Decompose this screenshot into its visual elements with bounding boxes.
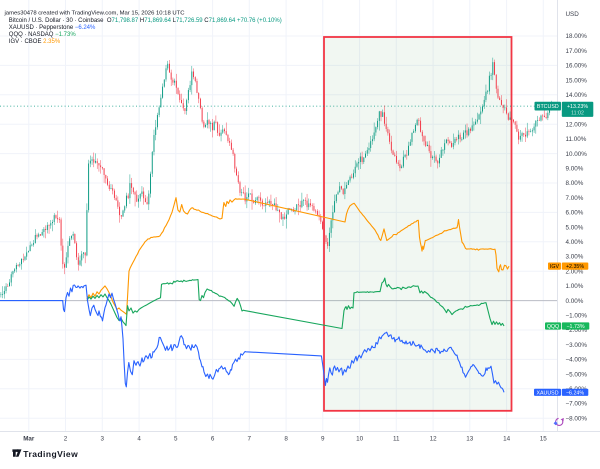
svg-text:james30478 created with Tradin: james30478 created with TradingView.com,… (4, 11, 186, 17)
svg-text:6.00%: 6.00% (566, 210, 584, 217)
svg-text:5.00%: 5.00% (566, 224, 584, 231)
svg-text:+2.35%: +2.35% (566, 264, 584, 270)
svg-text:−3.00%: −3.00% (566, 342, 588, 349)
svg-text:9.00%: 9.00% (566, 166, 584, 173)
svg-text:XAUUSD: XAUUSD (536, 390, 558, 396)
svg-text:−1.00%: −1.00% (566, 313, 588, 320)
svg-text:8.00%: 8.00% (566, 180, 584, 187)
svg-text:+13.23%: +13.23% (567, 104, 588, 110)
svg-text:16.00%: 16.00% (566, 63, 588, 70)
svg-text:QQQ · NASDAQ −1.73%: QQQ · NASDAQ −1.73% (9, 32, 77, 38)
svg-text:7: 7 (248, 436, 252, 443)
svg-text:14: 14 (503, 436, 511, 443)
svg-text:11.00%: 11.00% (566, 136, 587, 143)
svg-text:−5.00%: −5.00% (566, 371, 588, 378)
svg-text:15: 15 (540, 436, 548, 443)
svg-text:−8.00%: −8.00% (566, 415, 588, 422)
svg-text:USD: USD (566, 11, 580, 18)
svg-text:6: 6 (211, 436, 215, 443)
svg-text:17.00%: 17.00% (566, 48, 588, 55)
svg-text:IGV · CBOE 2.35%: IGV · CBOE 2.35% (9, 39, 61, 45)
svg-text:12: 12 (430, 436, 438, 443)
svg-text:11: 11 (393, 436, 400, 443)
svg-text:XAUUSD · Pepperstone −6.24%: XAUUSD · Pepperstone −6.24% (9, 25, 96, 31)
svg-text:−4.00%: −4.00% (566, 357, 588, 364)
svg-text:2: 2 (64, 436, 68, 443)
svg-text:4.00%: 4.00% (566, 239, 584, 246)
svg-text:11:02: 11:02 (571, 111, 584, 117)
svg-text:9: 9 (321, 436, 325, 443)
svg-text:5: 5 (174, 436, 178, 443)
svg-text:Mar: Mar (23, 436, 35, 443)
svg-text:1.00%: 1.00% (566, 283, 584, 290)
svg-text:14.00%: 14.00% (566, 92, 588, 99)
svg-text:Bitcoin / U.S. Dollar · 30 · C: Bitcoin / U.S. Dollar · 30 · Coinbase O7… (9, 18, 282, 24)
svg-text:13: 13 (466, 436, 474, 443)
svg-text:12.00%: 12.00% (566, 121, 588, 128)
svg-text:18.00%: 18.00% (566, 33, 588, 40)
svg-text:−6.24%: −6.24% (566, 390, 584, 396)
svg-text:−7.00%: −7.00% (566, 401, 588, 408)
svg-text:QQQ: QQQ (547, 324, 559, 330)
svg-text:3.00%: 3.00% (566, 254, 584, 261)
svg-text:15.00%: 15.00% (566, 77, 588, 84)
svg-text:BTCUSD: BTCUSD (537, 104, 559, 110)
svg-text:4: 4 (137, 436, 141, 443)
svg-text:0.00%: 0.00% (566, 298, 584, 305)
svg-text:2.00%: 2.00% (566, 268, 584, 275)
svg-text:−2.00%: −2.00% (566, 327, 588, 334)
svg-text:−1.73%: −1.73% (566, 324, 584, 330)
svg-text:TradingView: TradingView (23, 449, 78, 459)
svg-text:10.00%: 10.00% (566, 151, 588, 158)
svg-text:3: 3 (101, 436, 105, 443)
svg-text:8: 8 (284, 436, 288, 443)
svg-text:7.00%: 7.00% (566, 195, 584, 202)
svg-text:10: 10 (356, 436, 364, 443)
svg-text:IGV: IGV (550, 264, 560, 270)
